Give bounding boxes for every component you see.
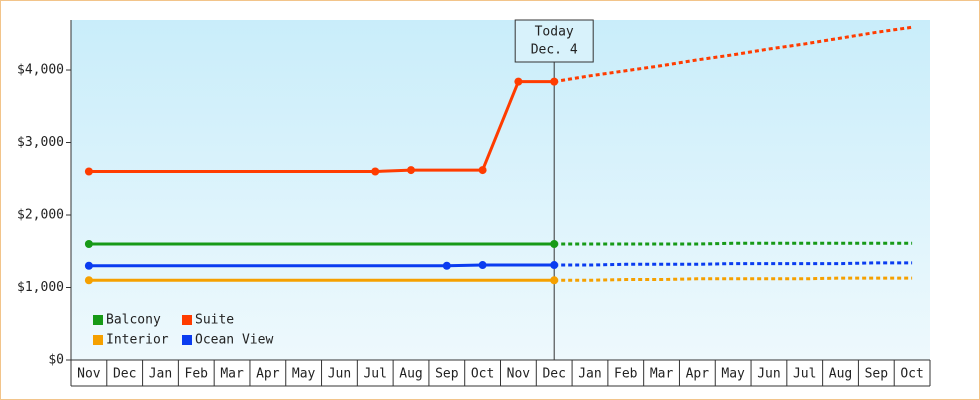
x-tick-label: Dec [542,367,565,382]
x-tick-label: Feb [614,367,638,382]
legend-swatch [182,315,192,325]
y-tick-label: $0 [48,353,64,368]
x-tick-label: Jan [578,367,601,382]
today-label: Today [535,25,574,40]
price-point [550,276,559,285]
price-line [88,80,555,174]
price-point [550,77,559,86]
x-tick-label: Oct [471,367,494,382]
x-tick-label: Feb [185,367,209,382]
x-tick-label: Sep [865,367,889,382]
legend-label: Interior [106,333,169,348]
x-tick-label: Mar [220,367,244,382]
x-tick-label: Jul [363,367,386,382]
price-point [371,167,380,176]
legend-label: Suite [195,313,234,328]
forecast-line [553,25,913,84]
price-point [550,261,559,270]
y-tick-label: $2,000 [17,208,64,223]
price-point [84,261,93,270]
x-tick-label: Jul [793,367,816,382]
y-tick-label: $1,000 [17,280,64,295]
price-point [84,167,93,176]
price-point [550,240,559,249]
price-point [442,261,451,270]
forecast-line [554,276,913,282]
x-tick-label: Dec [113,367,136,382]
legend-label: Ocean View [195,333,273,348]
price-point [84,240,93,249]
x-tick-label: Sep [435,367,459,382]
price-point [84,276,93,285]
legend-swatch [93,335,103,345]
legend-label: Balcony [106,313,161,328]
today-box [514,19,594,63]
x-tick-label: Jun [328,367,351,382]
price-line [88,263,555,268]
price-point [478,166,487,175]
price-point [514,77,523,86]
x-tick-label: Jan [149,367,172,382]
price-point [407,166,416,175]
y-tick-label: $3,000 [17,135,64,150]
x-tick-label: May [721,367,745,382]
y-tick-label: $4,000 [17,63,64,78]
price-point [478,261,487,270]
legend-swatch [182,335,192,345]
x-tick-label: Oct [900,367,923,382]
x-tick-label: Aug [399,367,422,382]
x-tick-label: Aug [829,367,852,382]
x-tick-label: Nov [77,367,101,382]
x-tick-label: Nov [507,367,531,382]
x-tick-label: May [292,367,316,382]
x-tick-label: Jun [757,367,780,382]
today-date: Dec. 4 [531,43,578,58]
plot-area [71,20,930,360]
x-tick-label: Mar [650,367,674,382]
x-tick-label: Apr [686,367,710,382]
x-tick-label: Apr [256,367,280,382]
forecast-line [554,241,913,246]
legend-swatch [93,315,103,325]
forecast-line [554,261,913,267]
